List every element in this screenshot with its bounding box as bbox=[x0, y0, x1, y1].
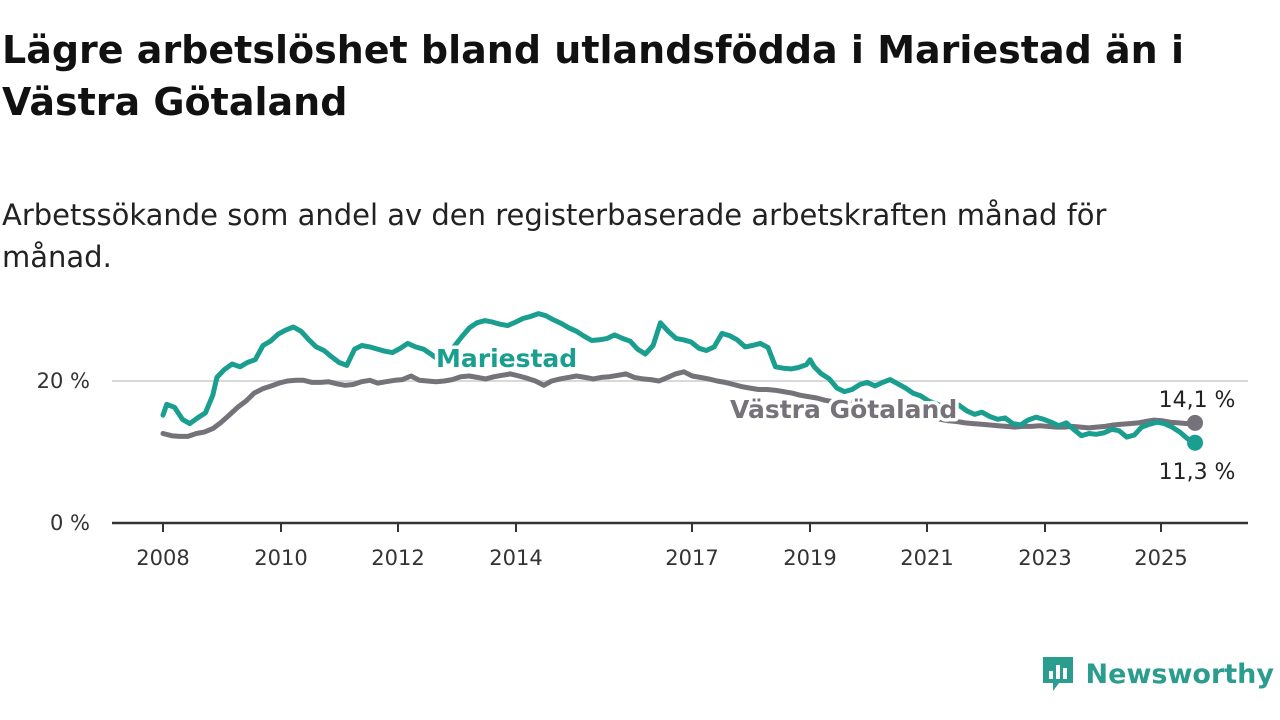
series-label-vastra-gotaland: Västra Götaland bbox=[730, 395, 957, 424]
x-tick-label: 2008 bbox=[136, 546, 189, 570]
brand-name: Newsworthy bbox=[1085, 658, 1274, 690]
x-tick-label: 2025 bbox=[1134, 546, 1187, 570]
label-layer: 14,1 % 11,3 % Mariestad Västra Götaland bbox=[433, 341, 1236, 485]
x-tick-label: 2010 bbox=[254, 546, 307, 570]
newsworthy-logo: Newsworthy bbox=[1040, 652, 1274, 696]
x-tick-label: 2014 bbox=[489, 546, 542, 570]
x-tick-label: 2019 bbox=[783, 546, 836, 570]
end-point-vastra-gotaland bbox=[1187, 414, 1204, 431]
grid-layer: 0 % 20 % bbox=[37, 369, 1248, 535]
y-tick-label: 0 % bbox=[50, 511, 90, 535]
x-tick-label: 2012 bbox=[371, 546, 424, 570]
end-point-mariestad bbox=[1187, 434, 1204, 451]
series-line-vastra-gotaland bbox=[160, 369, 1198, 439]
x-tick-label: 2023 bbox=[1018, 546, 1071, 570]
end-label-mariestad: 11,3 % bbox=[1159, 460, 1236, 485]
x-tick-label: 2021 bbox=[900, 546, 953, 570]
series-line-mariestad bbox=[160, 311, 1198, 446]
end-label-vastra-gotaland: 14,1 % bbox=[1159, 388, 1236, 413]
x-tick-label: 2017 bbox=[665, 546, 718, 570]
chart-title: Lägre arbetslöshet bland utlandsfödda i … bbox=[2, 28, 1184, 124]
series-layer bbox=[160, 311, 1204, 451]
newsworthy-logo-icon bbox=[1042, 657, 1073, 691]
series-label-mariestad: Mariestad bbox=[436, 344, 577, 373]
x-axis: 2008 2010 2012 2014 2017 2019 2021 2023 2025 bbox=[112, 521, 1248, 570]
y-tick-label: 20 % bbox=[37, 369, 90, 393]
chart-subtitle: Arbetssökande som andel av den registerb… bbox=[2, 198, 1107, 274]
